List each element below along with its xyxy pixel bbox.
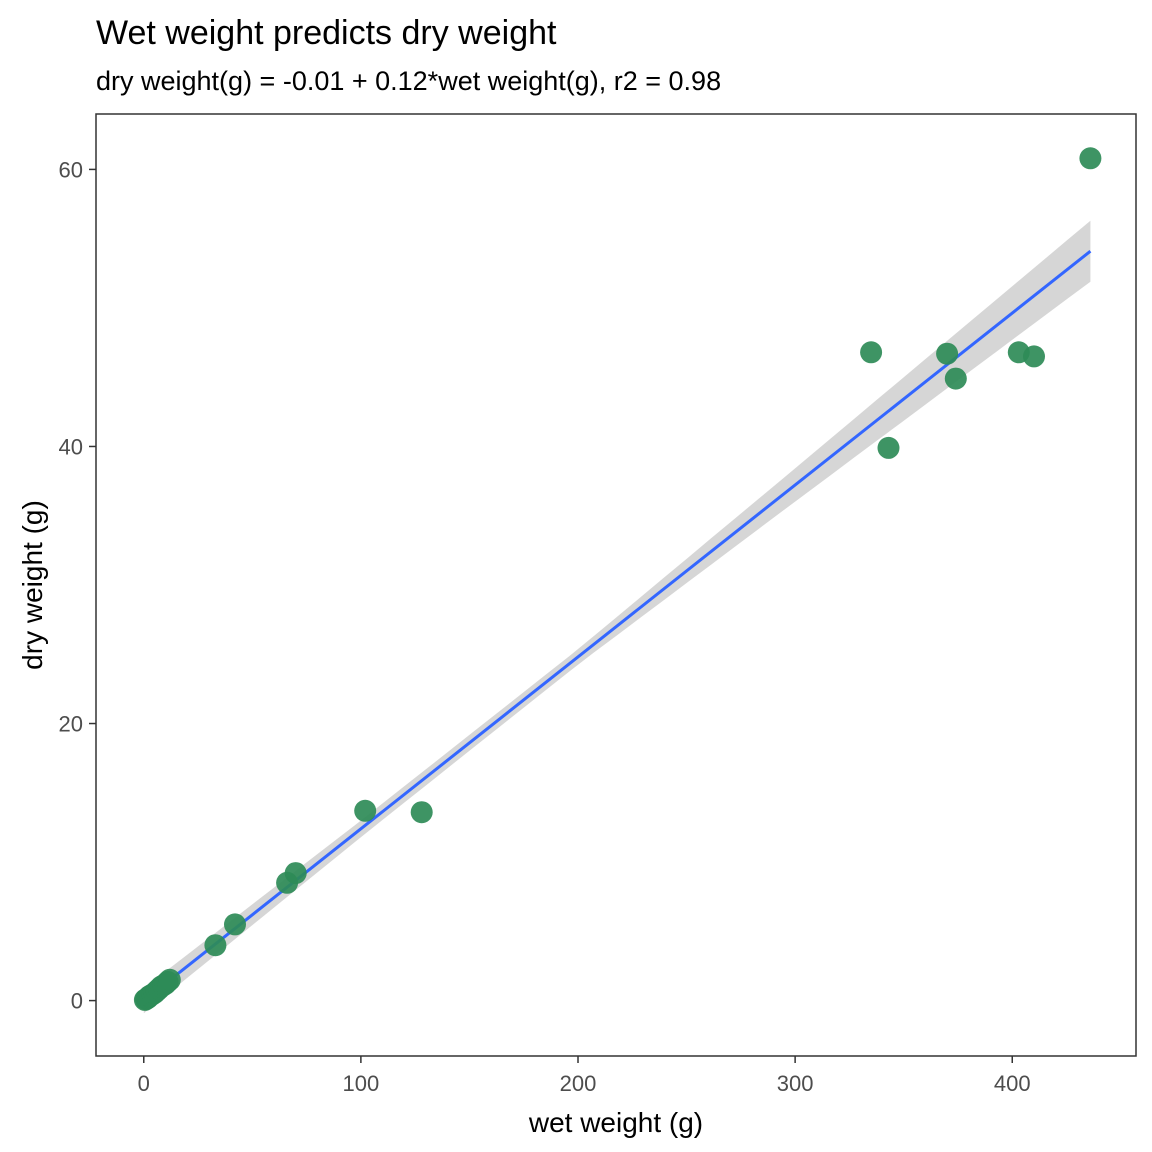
chart-title: Wet weight predicts dry weight xyxy=(96,14,557,52)
x-axis-ticks: 0 100 200 300 400 xyxy=(138,1056,1031,1096)
data-point xyxy=(944,367,967,390)
data-point xyxy=(284,862,307,885)
data-points-layer xyxy=(133,147,1102,1011)
x-tick-label: 300 xyxy=(777,1071,814,1096)
x-tick-label: 200 xyxy=(560,1071,597,1096)
confidence-band xyxy=(143,220,1091,1014)
data-point xyxy=(877,436,900,459)
data-point xyxy=(158,968,181,991)
data-point xyxy=(1023,345,1045,368)
y-tick-label: 0 xyxy=(71,989,83,1014)
x-tick-label: 0 xyxy=(138,1071,150,1096)
data-point xyxy=(204,934,227,957)
y-tick-label: 60 xyxy=(59,157,83,182)
chart-subtitle: dry weight(g) = -0.01 + 0.12*wet weight(… xyxy=(96,66,721,96)
data-point xyxy=(354,799,377,822)
x-tick-label: 100 xyxy=(343,1071,380,1096)
y-tick-label: 40 xyxy=(59,434,83,459)
y-axis-ticks: 0 20 40 60 xyxy=(59,157,96,1014)
data-point xyxy=(224,913,246,936)
y-axis-title: dry weight (g) xyxy=(17,500,48,670)
confidence-band-layer xyxy=(143,220,1091,1014)
data-point xyxy=(410,801,433,824)
x-axis-title: wet weight (g) xyxy=(528,1107,703,1138)
data-point xyxy=(1079,147,1102,170)
x-tick-label: 400 xyxy=(994,1071,1031,1096)
data-point xyxy=(936,342,959,365)
y-tick-label: 20 xyxy=(59,712,83,737)
data-point xyxy=(860,341,883,364)
plot-panel-border xyxy=(95,113,1137,1057)
